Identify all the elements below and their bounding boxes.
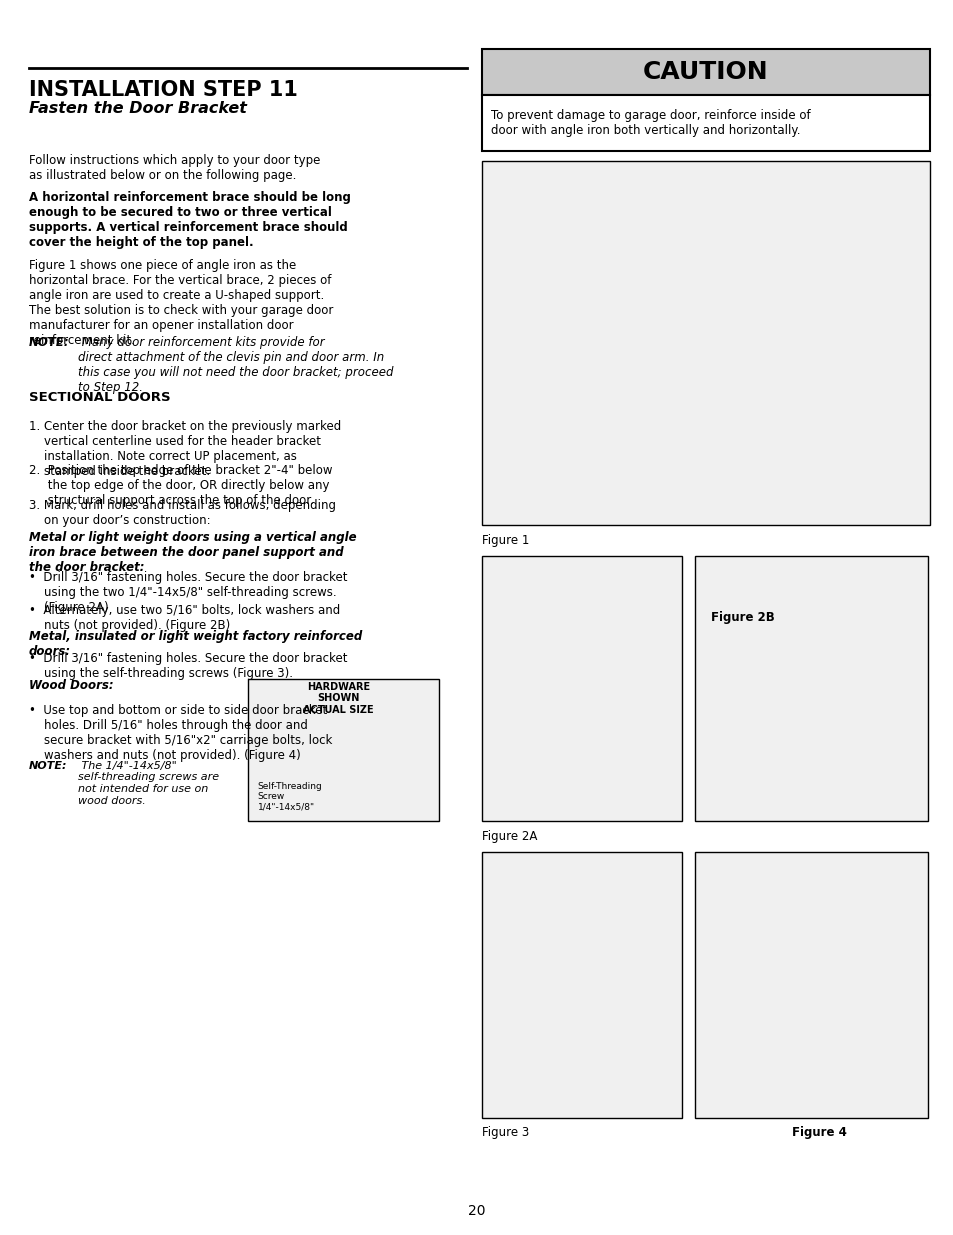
Text: •  Drill 3/16" fastening holes. Secure the door bracket
    using the two 1/4"-1: • Drill 3/16" fastening holes. Secure th… (29, 571, 347, 614)
FancyBboxPatch shape (248, 679, 438, 821)
Text: 2.  Position the top edge of the bracket 2"-4" below
     the top edge of the do: 2. Position the top edge of the bracket … (29, 464, 332, 508)
Text: Figure 3: Figure 3 (481, 1126, 529, 1140)
Text: •  Drill 3/16" fastening holes. Secure the door bracket
    using the self-threa: • Drill 3/16" fastening holes. Secure th… (29, 652, 347, 680)
Text: Figure 1 shows one piece of angle iron as the
horizontal brace. For the vertical: Figure 1 shows one piece of angle iron a… (29, 259, 333, 347)
FancyBboxPatch shape (694, 852, 927, 1118)
Text: Metal, insulated or light weight factory reinforced
doors:: Metal, insulated or light weight factory… (29, 630, 361, 658)
Text: INSTALLATION STEP 11: INSTALLATION STEP 11 (29, 80, 297, 100)
Text: CAUTION: CAUTION (642, 61, 768, 84)
FancyBboxPatch shape (481, 556, 681, 821)
Text: Figure 2B: Figure 2B (710, 611, 774, 625)
FancyBboxPatch shape (481, 49, 929, 95)
Text: Follow instructions which apply to your door type
as illustrated below or on the: Follow instructions which apply to your … (29, 154, 319, 183)
Text: 3. Mark, drill holes and install as follows, depending
    on your door’s constr: 3. Mark, drill holes and install as foll… (29, 499, 335, 527)
Text: Figure 1: Figure 1 (481, 534, 529, 547)
Text: 1. Center the door bracket on the previously marked
    vertical centerline used: 1. Center the door bracket on the previo… (29, 420, 340, 478)
Text: Figure 2A: Figure 2A (481, 830, 537, 844)
Text: Figure 4: Figure 4 (791, 1126, 846, 1140)
FancyBboxPatch shape (481, 161, 929, 525)
Text: 20: 20 (468, 1204, 485, 1218)
FancyBboxPatch shape (481, 852, 681, 1118)
Text: To prevent damage to garage door, reinforce inside of
door with angle iron both : To prevent damage to garage door, reinfo… (491, 109, 810, 137)
Text: Many door reinforcement kits provide for
direct attachment of the clevis pin and: Many door reinforcement kits provide for… (78, 336, 394, 394)
Text: •  Use top and bottom or side to side door bracket
    holes. Drill 5/16" holes : • Use top and bottom or side to side doo… (29, 704, 332, 762)
Text: Wood Doors:: Wood Doors: (29, 679, 113, 693)
Text: Self-Threading
Screw
1/4"-14x5/8": Self-Threading Screw 1/4"-14x5/8" (257, 782, 322, 811)
Text: HARDWARE
SHOWN
ACTUAL SIZE: HARDWARE SHOWN ACTUAL SIZE (303, 682, 374, 715)
Text: Fasten the Door Bracket: Fasten the Door Bracket (29, 101, 246, 116)
Text: A horizontal reinforcement brace should be long
enough to be secured to two or t: A horizontal reinforcement brace should … (29, 191, 350, 249)
FancyBboxPatch shape (481, 95, 929, 151)
Text: •  Alternately, use two 5/16" bolts, lock washers and
    nuts (not provided). (: • Alternately, use two 5/16" bolts, lock… (29, 604, 339, 632)
Text: Metal or light weight doors using a vertical angle
iron brace between the door p: Metal or light weight doors using a vert… (29, 531, 355, 574)
Text: NOTE:: NOTE: (29, 761, 67, 771)
Text: NOTE:: NOTE: (29, 336, 70, 350)
Text: SECTIONAL DOORS: SECTIONAL DOORS (29, 391, 170, 405)
FancyBboxPatch shape (694, 556, 927, 821)
Text: The 1/4"-14x5/8"
self-threading screws are
not intended for use on
wood doors.: The 1/4"-14x5/8" self-threading screws a… (78, 761, 219, 805)
